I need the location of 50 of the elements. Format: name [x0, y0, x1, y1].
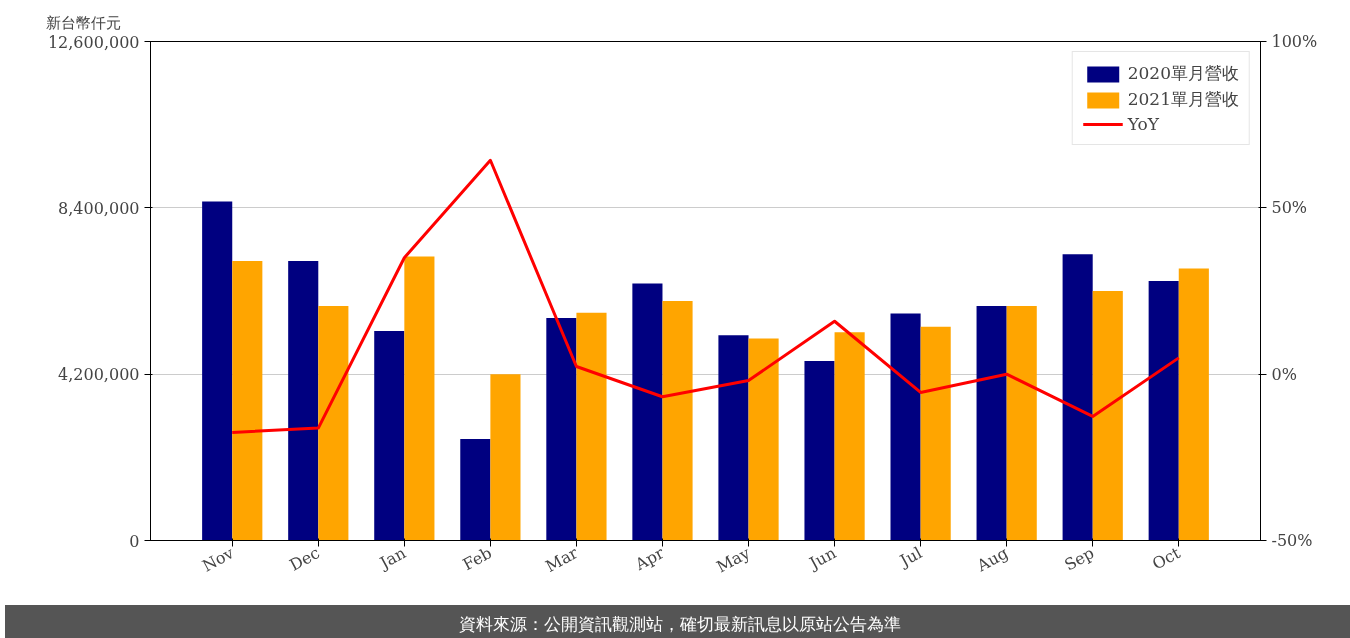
bar [1092, 291, 1123, 541]
bar [490, 374, 521, 541]
bar [232, 260, 263, 541]
x-tick-label: Jul [895, 543, 926, 572]
bar [1062, 254, 1093, 541]
x-tick-label: Nov [199, 543, 237, 576]
x-tick-label: Oct [1149, 542, 1184, 574]
bar [404, 256, 435, 541]
x-tick-label: Jun [804, 543, 840, 574]
y-tick-label: 12,600,000 [47, 32, 140, 52]
bar [804, 361, 835, 541]
bar [890, 313, 921, 541]
x-tick-label: Dec [286, 543, 323, 575]
source-note: 資料來源：公開資訊觀測站，確切最新訊息以原站公告為準 [459, 613, 901, 636]
x-tick-label: Mar [542, 542, 582, 576]
x-tick-label: May [713, 543, 754, 577]
line-series [230, 158, 1181, 434]
bar [460, 439, 491, 541]
y-axis-title: 新台幣仟元 [45, 13, 121, 31]
bar [718, 335, 749, 541]
bar [632, 283, 663, 541]
bar [374, 331, 405, 541]
bar [920, 326, 951, 541]
bar [1178, 268, 1209, 541]
bar [662, 300, 693, 541]
y2-tick-label: 0% [1271, 364, 1297, 384]
y2-tick-label: 100% [1271, 32, 1318, 51]
bar [318, 306, 349, 541]
bar [976, 306, 1007, 541]
x-tick-label: Feb [459, 543, 495, 575]
bar [288, 260, 319, 541]
legend-label: YoY [1127, 114, 1159, 134]
y2-tick-label: -50% [1271, 531, 1313, 550]
y-tick-label: 8,400,000 [58, 198, 140, 218]
y-tick-label: 0 [129, 531, 140, 551]
x-tick-label: Sep [1061, 543, 1098, 575]
x-tick-label: Aug [973, 543, 1012, 576]
bar [546, 317, 577, 541]
bar [202, 201, 233, 541]
y2-tick-label: 50% [1271, 198, 1308, 218]
x-tick-label: Apr [631, 542, 668, 575]
y-tick-label: 4,200,000 [58, 365, 140, 385]
bar [1148, 281, 1179, 541]
bar [748, 338, 779, 541]
bar [834, 332, 865, 541]
legend-label: 2020單月營收 [1127, 62, 1239, 85]
x-tick-label: Jan [374, 543, 409, 574]
bar [576, 312, 607, 541]
bar [1006, 306, 1037, 541]
legend-label: 2021單月營收 [1127, 88, 1239, 111]
